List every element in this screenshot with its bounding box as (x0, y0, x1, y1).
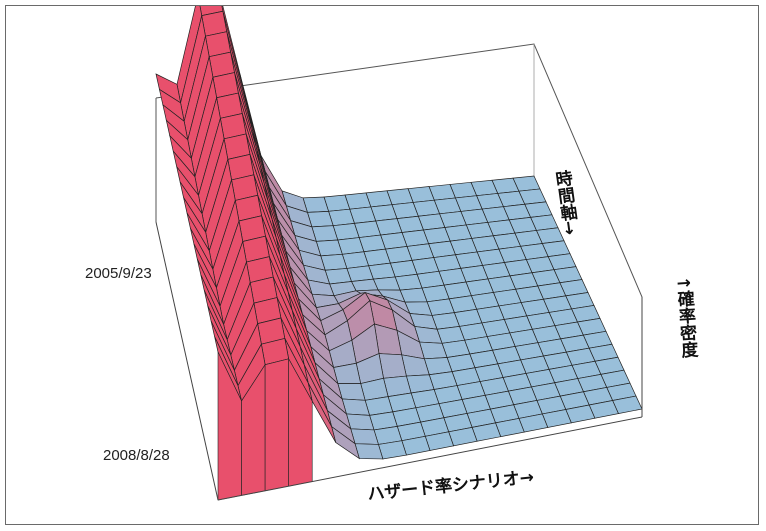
box-edge-front (217, 416, 643, 501)
surface-cell (377, 440, 407, 460)
figure-frame: 2005/9/23 2008/8/28 ハザード率シナリオ→ 時間軸→ ↑確率密… (5, 5, 759, 525)
time-label-start: 2005/9/23 (85, 265, 152, 282)
surface-plot (155, 6, 643, 501)
box-edge-left-base (155, 221, 219, 501)
time-label-end: 2008/8/28 (103, 447, 170, 464)
surface-cell (354, 443, 384, 460)
surface-front-face (264, 358, 289, 492)
